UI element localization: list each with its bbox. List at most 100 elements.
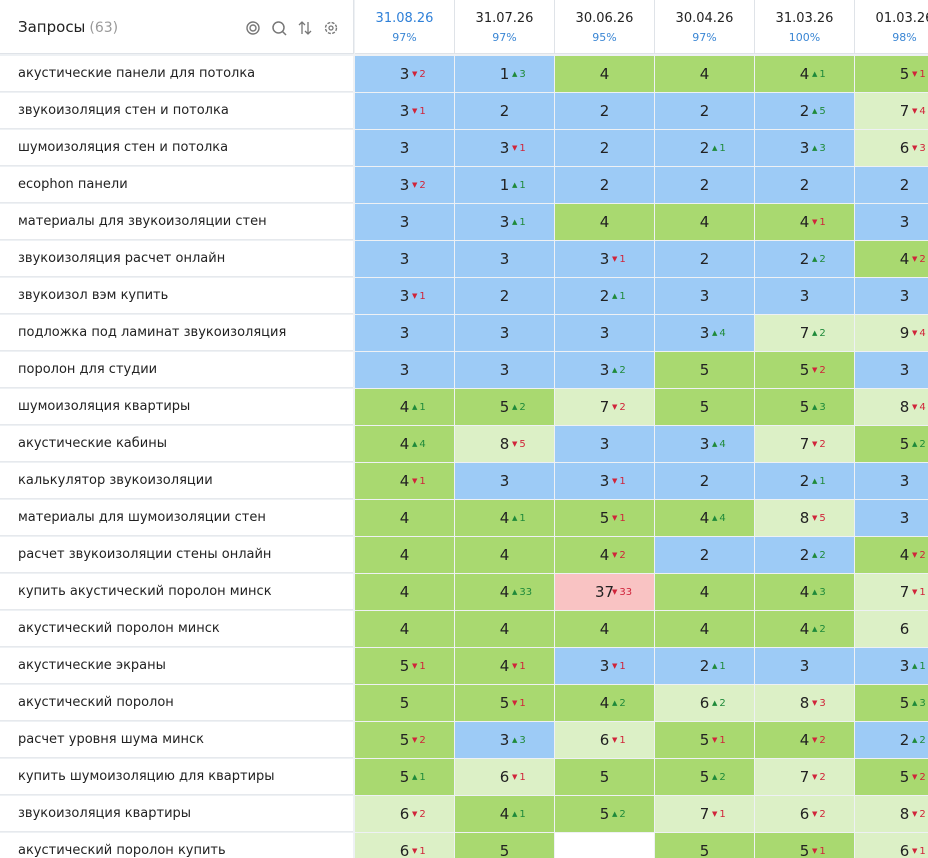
position: 5 bbox=[499, 694, 510, 712]
position: 4 bbox=[399, 620, 410, 638]
position-cell: 3 bbox=[855, 352, 928, 388]
position-cell: 3 bbox=[655, 278, 754, 314]
table-row: звукоизоляция стен и потолка312222574 bbox=[0, 93, 928, 130]
position: 3 bbox=[699, 324, 710, 342]
position: 4 bbox=[399, 546, 410, 564]
position-cell: 72 bbox=[555, 389, 654, 425]
position-cell: 21 bbox=[655, 648, 754, 684]
change: 1 bbox=[512, 204, 525, 240]
position: 2 bbox=[899, 731, 910, 749]
position: 3 bbox=[599, 657, 610, 675]
change: 2 bbox=[612, 685, 625, 721]
position-cell: 34 bbox=[655, 426, 754, 462]
table-row: акустический поролон55142628353 bbox=[0, 685, 928, 722]
change: 3 bbox=[812, 389, 825, 425]
change: 4 bbox=[912, 315, 925, 351]
query: калькулятор звукоизоляции bbox=[0, 463, 353, 499]
change: 1 bbox=[712, 648, 725, 684]
position: 4 bbox=[599, 546, 610, 564]
table-row: акустические экраны51413121331 bbox=[0, 648, 928, 685]
position: 7 bbox=[799, 324, 810, 342]
position-cell: 3733 bbox=[555, 574, 654, 610]
position-cell: 43 bbox=[755, 574, 854, 610]
change: 1 bbox=[412, 278, 425, 314]
position-cell: 61 bbox=[555, 722, 654, 758]
change: 5 bbox=[512, 426, 525, 462]
position: 4 bbox=[599, 213, 610, 231]
position-cell: 82 bbox=[855, 796, 928, 832]
query: звукоизол вэм купить bbox=[0, 278, 353, 314]
query: ecophon панели bbox=[0, 167, 353, 203]
query: акустические панели для потолка bbox=[0, 56, 353, 92]
table-row: звукоизоляция расчет онлайн333122242 bbox=[0, 241, 928, 278]
date-header: 30.06.26 95% bbox=[555, 0, 655, 54]
position: 3 bbox=[899, 213, 910, 231]
position-cell: 3 bbox=[355, 352, 454, 388]
change: 2 bbox=[512, 389, 525, 425]
position: 6 bbox=[399, 842, 410, 858]
percent: 97% bbox=[692, 31, 717, 44]
table-row: шумоизоляция квартиры41527255384 bbox=[0, 389, 928, 426]
position: 3 bbox=[399, 176, 410, 194]
position-cell: 22 bbox=[755, 537, 854, 573]
date-header: 31.03.26 100% bbox=[755, 0, 855, 54]
position-cell: 41 bbox=[455, 796, 554, 832]
position: 3 bbox=[499, 250, 510, 268]
change: 5 bbox=[812, 500, 825, 536]
position: 9 bbox=[899, 324, 910, 342]
position-cell: 3 bbox=[455, 241, 554, 277]
position: 2 bbox=[799, 250, 810, 268]
position: 2 bbox=[699, 176, 710, 194]
position: 2 bbox=[499, 102, 510, 120]
target-icon[interactable] bbox=[245, 20, 261, 36]
change: 1 bbox=[512, 130, 525, 166]
position: 4 bbox=[499, 546, 510, 564]
settings-icon[interactable] bbox=[323, 20, 339, 36]
search-icon[interactable] bbox=[271, 20, 287, 36]
percent: 98% bbox=[892, 31, 917, 44]
position: 3 bbox=[499, 472, 510, 490]
change: 3 bbox=[512, 56, 525, 92]
date: 31.03.26 bbox=[775, 11, 834, 26]
position-cell: 51 bbox=[655, 722, 754, 758]
position: 2 bbox=[799, 472, 810, 490]
position-cell: 3 bbox=[555, 426, 654, 462]
change: 2 bbox=[812, 611, 825, 647]
position: 3 bbox=[499, 731, 510, 749]
position: 4 bbox=[399, 583, 410, 601]
position: 5 bbox=[599, 509, 610, 527]
position: 8 bbox=[899, 805, 910, 823]
query: расчет уровня шума минск bbox=[0, 722, 353, 758]
change: 2 bbox=[912, 759, 925, 795]
table-row: звукоизол вэм купить31221333 bbox=[0, 278, 928, 315]
position: 3 bbox=[499, 361, 510, 379]
position-cell: 33 bbox=[755, 130, 854, 166]
position: 3 bbox=[799, 139, 810, 157]
position: 2 bbox=[799, 176, 810, 194]
position-cell: 3 bbox=[455, 463, 554, 499]
sort-icon[interactable] bbox=[297, 20, 313, 36]
table-row: расчет уровня шума минск523361514222 bbox=[0, 722, 928, 759]
position-cell: 83 bbox=[755, 685, 854, 721]
change: 2 bbox=[712, 685, 725, 721]
position: 3 bbox=[499, 324, 510, 342]
position: 5 bbox=[399, 694, 410, 712]
position-cell: 4 bbox=[655, 204, 754, 240]
position-cell: 41 bbox=[355, 463, 454, 499]
change: 4 bbox=[712, 315, 725, 351]
position: 2 bbox=[599, 176, 610, 194]
table-row: материалы для звукоизоляции стен33144413 bbox=[0, 204, 928, 241]
position-cell: 62 bbox=[355, 796, 454, 832]
position: 4 bbox=[399, 509, 410, 527]
position-cell: 52 bbox=[855, 426, 928, 462]
change: 1 bbox=[412, 463, 425, 499]
position: 7 bbox=[799, 768, 810, 786]
position-cell: 3 bbox=[755, 278, 854, 314]
position-cell: 51 bbox=[755, 833, 854, 858]
position-cell: 22 bbox=[855, 722, 928, 758]
change: 2 bbox=[812, 722, 825, 758]
position: 5 bbox=[899, 768, 910, 786]
position: 3 bbox=[399, 324, 410, 342]
position-cell: 52 bbox=[555, 796, 654, 832]
position-cell: 31 bbox=[455, 204, 554, 240]
